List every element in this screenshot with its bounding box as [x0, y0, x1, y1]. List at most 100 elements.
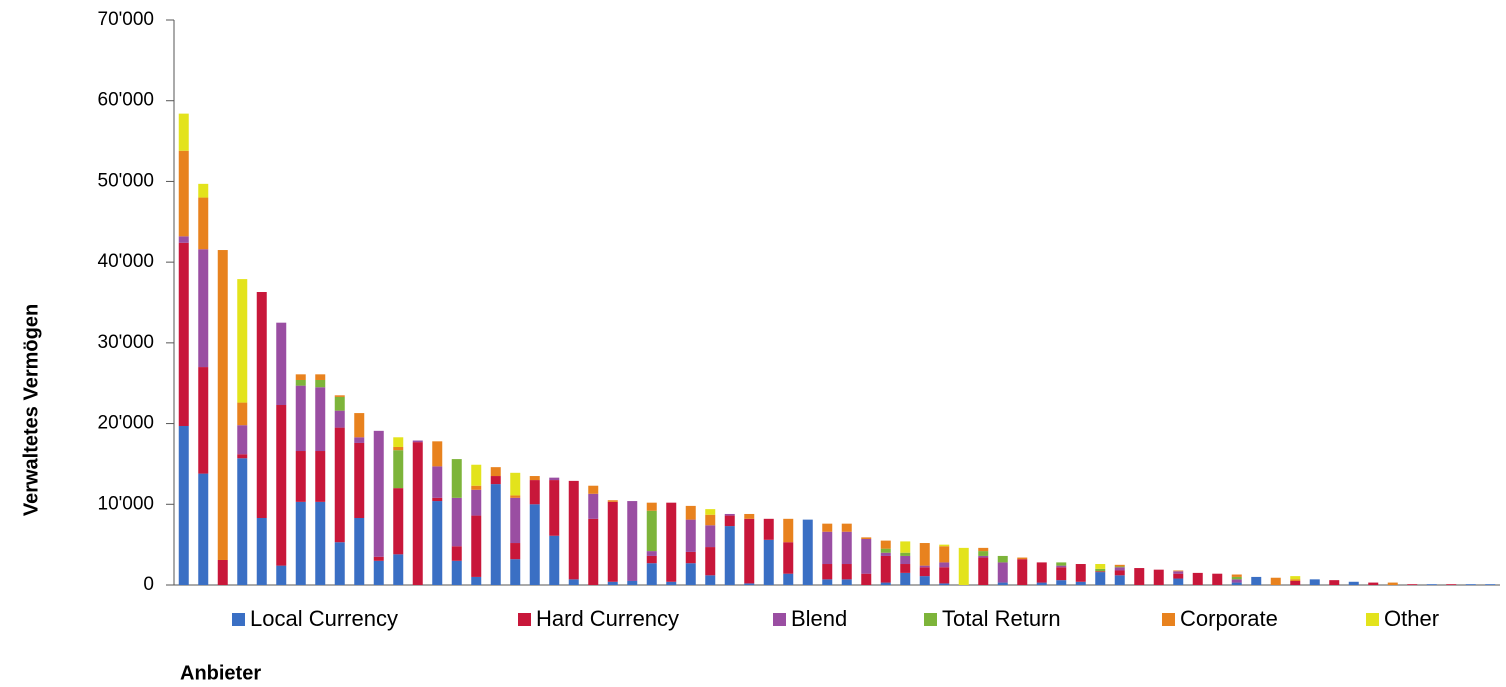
- bar-segment: [978, 557, 989, 585]
- y-tick-label: 0: [143, 574, 154, 595]
- bar-segment: [919, 576, 930, 585]
- bar-segment: [334, 396, 345, 411]
- bar-segment: [1426, 584, 1437, 585]
- bar-segment: [978, 547, 989, 552]
- y-axis-title: Verwaltetes Vermögen: [20, 304, 42, 516]
- bar-segment: [900, 541, 911, 553]
- legend-label: Total Return: [942, 606, 1061, 631]
- bar-segment: [237, 402, 248, 426]
- bar-segment: [1114, 570, 1125, 576]
- bar-segment: [1114, 567, 1125, 571]
- y-tick-label: 40'000: [98, 251, 154, 272]
- bar-segment: [510, 559, 521, 585]
- bar-segment: [451, 560, 462, 585]
- bar-segment: [724, 526, 735, 585]
- legend-swatch: [773, 613, 786, 626]
- bar-segment: [588, 485, 599, 494]
- bar-segment: [939, 544, 950, 547]
- bar-segment: [861, 573, 872, 585]
- bar-segment: [1270, 577, 1281, 585]
- legend-label: Local Currency: [250, 606, 398, 631]
- bar-segment: [958, 547, 969, 585]
- bar-segment: [861, 538, 872, 574]
- y-tick-label: 50'000: [98, 170, 154, 191]
- bar-segment: [1036, 582, 1047, 585]
- legend-label: Corporate: [1180, 606, 1278, 631]
- bar-segment: [588, 493, 599, 519]
- bar-segment: [354, 442, 365, 519]
- bar-segment: [685, 563, 696, 585]
- bar-segment: [978, 551, 989, 556]
- bar-segment: [900, 564, 911, 573]
- bar-segment: [451, 546, 462, 561]
- bar-segment: [256, 518, 267, 585]
- bar-segment: [783, 573, 794, 585]
- bar-segment: [432, 466, 443, 498]
- y-tick-label: 60'000: [98, 90, 154, 111]
- y-tick-label: 70'000: [98, 9, 154, 30]
- bar-segment: [646, 551, 657, 556]
- legend-swatch: [1162, 613, 1175, 626]
- bar-segment: [1173, 578, 1184, 585]
- bar-segment: [1231, 579, 1242, 583]
- bar-segment: [1251, 576, 1262, 585]
- bar-segment: [588, 518, 599, 585]
- bar-segment: [1290, 579, 1301, 581]
- x-axis-title: Anbieter: [180, 662, 261, 684]
- bar-segment: [451, 459, 462, 498]
- y-tick-label: 30'000: [98, 332, 154, 353]
- bar-segment: [705, 575, 716, 585]
- bar-segment: [1290, 576, 1301, 580]
- bar-segment: [237, 458, 248, 585]
- bar-segment: [178, 150, 189, 237]
- bar-segment: [685, 505, 696, 520]
- bar-segment: [607, 501, 618, 582]
- bar-segment: [783, 518, 794, 543]
- bar-segment: [822, 523, 833, 532]
- bar-segment: [1017, 557, 1028, 560]
- bar-segment: [1465, 584, 1476, 585]
- bar-segment: [627, 501, 638, 581]
- bar-segment: [880, 540, 891, 549]
- bar-segment: [822, 564, 833, 580]
- bar-segment: [1231, 576, 1242, 580]
- bar-segment: [1212, 573, 1223, 585]
- bar-segment: [510, 497, 521, 544]
- bar-segment: [393, 437, 404, 447]
- bar-segment: [529, 480, 540, 505]
- bar-segment: [646, 563, 657, 585]
- bar-segment: [627, 580, 638, 585]
- bar-segment: [1387, 582, 1398, 585]
- bar-segment: [295, 374, 306, 380]
- bar-segment: [393, 446, 404, 451]
- bar-segment: [705, 525, 716, 548]
- bar-segment: [666, 502, 677, 582]
- bar-segment: [217, 559, 228, 585]
- bar-segment: [1056, 567, 1067, 581]
- bar-segment: [1114, 566, 1125, 568]
- bar-segment: [763, 518, 774, 540]
- bar-segment: [822, 531, 833, 565]
- bar-segment: [744, 518, 755, 584]
- bar-segment: [549, 477, 560, 481]
- bar-segment: [646, 555, 657, 564]
- bar-segment: [568, 480, 579, 580]
- bar-segment: [1368, 582, 1379, 585]
- bar-segment: [490, 484, 501, 585]
- bar-segment: [412, 440, 423, 443]
- bar-segment: [471, 464, 482, 486]
- bar-segment: [334, 542, 345, 585]
- bar-segment: [1095, 564, 1106, 569]
- bar-segment: [373, 556, 384, 561]
- bar-segment: [880, 582, 891, 585]
- bar-segment: [178, 425, 189, 585]
- bar-segment: [1095, 572, 1106, 585]
- bar-segment: [393, 554, 404, 585]
- bar-segment: [510, 472, 521, 496]
- bar-segment: [432, 501, 443, 585]
- bar-segment: [276, 565, 287, 585]
- bar-segment: [393, 450, 404, 489]
- legend-swatch: [232, 613, 245, 626]
- bar-segment: [1348, 581, 1359, 585]
- legend-swatch: [518, 613, 531, 626]
